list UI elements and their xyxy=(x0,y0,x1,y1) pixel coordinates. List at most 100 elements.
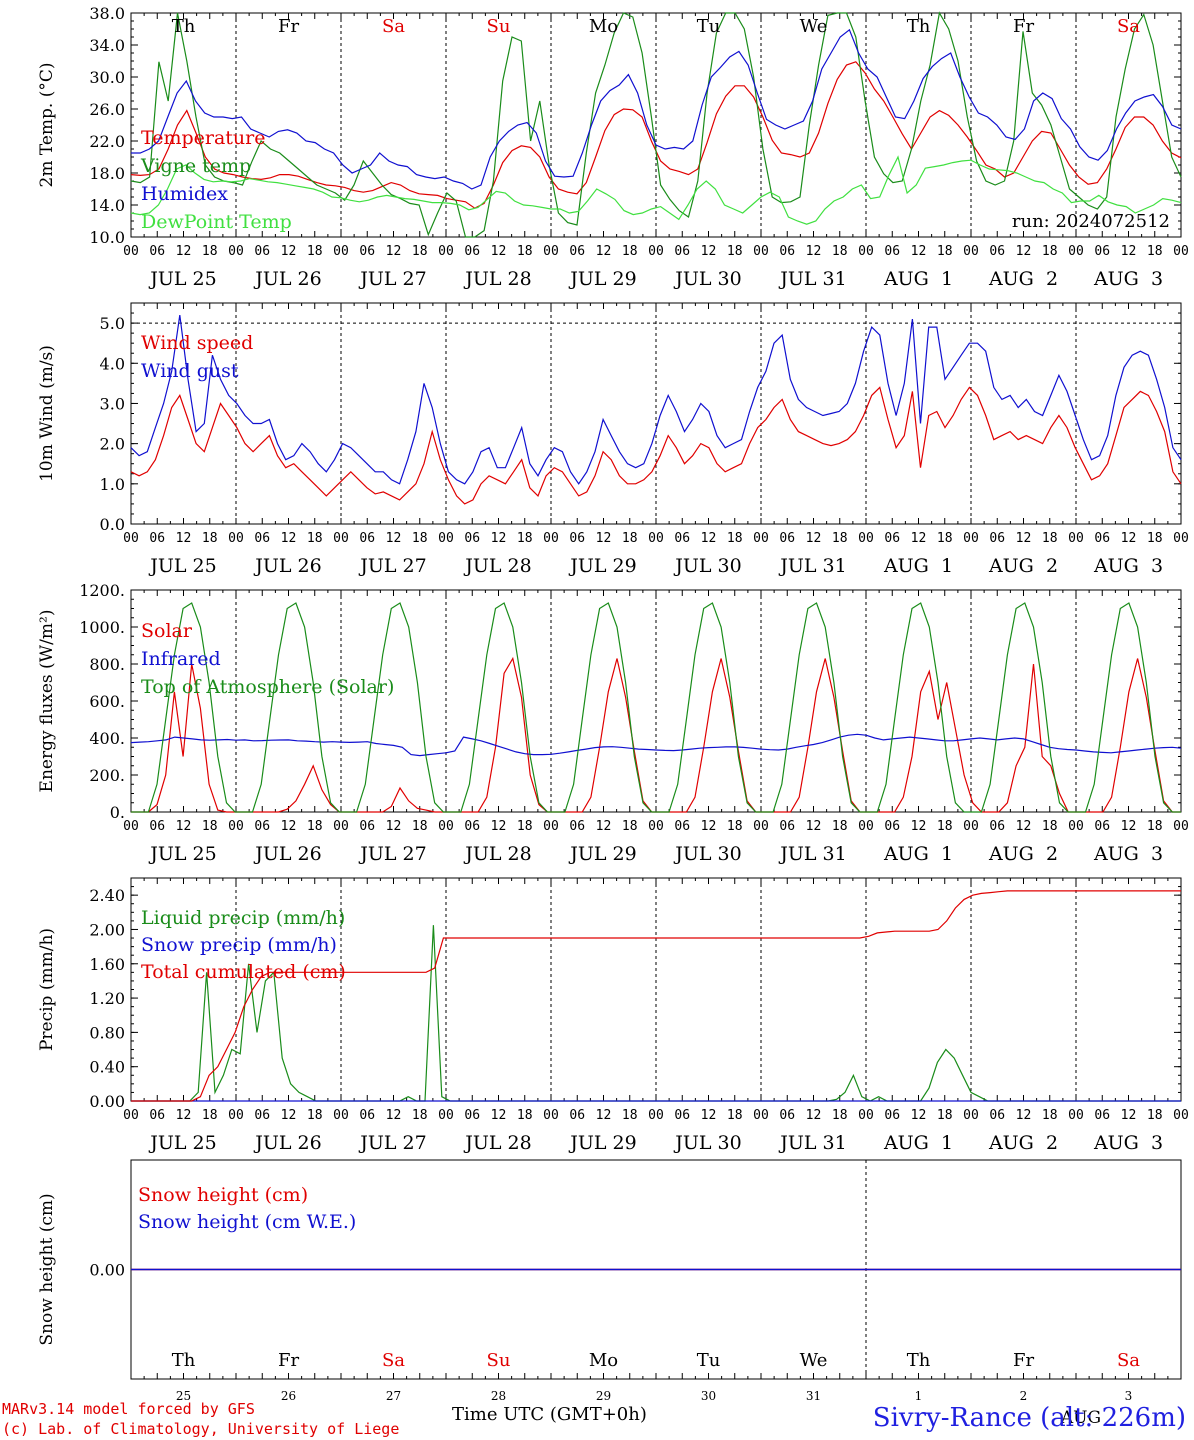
date-label: JUL 30 xyxy=(673,843,741,865)
legend-entry-vigne-temp: Vigne temp xyxy=(140,155,251,177)
date-label: AUG 2 xyxy=(988,1132,1058,1154)
model-credit-line2: (c) Lab. of Climatology, University of L… xyxy=(2,1420,400,1438)
hour-tick-label: 06 xyxy=(569,1108,585,1123)
hour-tick-label: 12 xyxy=(386,531,402,546)
y-tick-label: 34.0 xyxy=(89,36,125,55)
hour-tick-label: 00 xyxy=(123,1108,139,1123)
hour-tick-label: 06 xyxy=(674,244,690,259)
hour-tick-label: 06 xyxy=(884,531,900,546)
date-label: AUG 3 xyxy=(1093,1132,1163,1154)
hour-tick-label: 06 xyxy=(464,819,480,834)
y-axis-label: Snow height (cm) xyxy=(37,1193,57,1345)
day-number-label: 30 xyxy=(701,1389,716,1403)
hour-tick-label: 12 xyxy=(1016,531,1032,546)
y-tick-label: 26.0 xyxy=(89,100,125,119)
hour-tick-label: 12 xyxy=(176,819,192,834)
date-label: JUL 27 xyxy=(358,268,426,290)
hour-tick-label: 12 xyxy=(386,1108,402,1123)
hour-tick-label: 12 xyxy=(596,244,612,259)
day-number-label: 25 xyxy=(176,1389,191,1403)
hour-tick-label: 12 xyxy=(1121,531,1137,546)
hour-tick-label: 06 xyxy=(359,244,375,259)
hour-tick-label: 12 xyxy=(596,531,612,546)
date-label: AUG 3 xyxy=(1093,843,1163,865)
date-label: JUL 29 xyxy=(568,268,636,290)
hour-tick-label: 00 xyxy=(753,819,769,834)
date-label: JUL 29 xyxy=(568,555,636,577)
hour-tick-label: 12 xyxy=(1016,244,1032,259)
hour-tick-label: 18 xyxy=(307,1108,323,1123)
y-tick-label: 0.80 xyxy=(89,1023,125,1042)
date-label: JUL 31 xyxy=(778,843,846,865)
hour-tick-label: 06 xyxy=(1094,1108,1110,1123)
weekday-label: Th xyxy=(907,16,931,37)
hour-tick-label: 00 xyxy=(963,531,979,546)
hour-tick-label: 00 xyxy=(1068,531,1084,546)
date-label: AUG 1 xyxy=(883,268,953,290)
hour-tick-label: 12 xyxy=(701,1108,717,1123)
hour-tick-label: 00 xyxy=(228,531,244,546)
series-line-total-cumulated-cm xyxy=(131,890,1181,1102)
date-label: JUL 28 xyxy=(463,555,531,577)
hour-tick-label: 12 xyxy=(701,244,717,259)
weekday-label: Fr xyxy=(278,1350,299,1371)
hour-tick-label: 12 xyxy=(1016,819,1032,834)
hour-tick-label: 00 xyxy=(1173,1108,1189,1123)
series-line-humidex xyxy=(131,28,1182,190)
date-label: AUG 2 xyxy=(988,843,1058,865)
y-tick-label: 2.40 xyxy=(89,886,125,905)
hour-tick-label: 06 xyxy=(989,1108,1005,1123)
hour-tick-label: 00 xyxy=(333,819,349,834)
date-label: JUL 28 xyxy=(463,1132,531,1154)
y-tick-label: 1200. xyxy=(79,581,125,600)
hour-tick-label: 18 xyxy=(727,1108,743,1123)
hour-tick-label: 12 xyxy=(1121,1108,1137,1123)
hour-tick-label: 06 xyxy=(359,531,375,546)
hour-tick-label: 12 xyxy=(596,819,612,834)
hour-tick-label: 00 xyxy=(1173,244,1189,259)
y-axis-label: Precip (mm/h) xyxy=(37,928,57,1051)
legend-entry-infrared: Infrared xyxy=(141,648,221,670)
legend-entry-liquid-precip-mm-h: Liquid precip (mm/h) xyxy=(141,907,345,929)
series-line-dewpoint-temp xyxy=(130,155,1182,225)
hour-tick-label: 00 xyxy=(648,819,664,834)
hour-tick-label: 18 xyxy=(517,244,533,259)
hour-tick-label: 12 xyxy=(911,531,927,546)
y-tick-label: 2.00 xyxy=(89,920,125,939)
hour-tick-label: 12 xyxy=(176,244,192,259)
hour-tick-label: 06 xyxy=(149,1108,165,1123)
hour-tick-label: 12 xyxy=(806,244,822,259)
hour-tick-label: 06 xyxy=(254,531,270,546)
hour-tick-label: 06 xyxy=(989,531,1005,546)
date-label: JUL 31 xyxy=(778,1132,846,1154)
hour-tick-label: 00 xyxy=(438,1108,454,1123)
day-number-label: 26 xyxy=(281,1389,296,1403)
weekday-label: Tu xyxy=(697,1350,721,1371)
run-annotation: run: 2024072512 xyxy=(1012,211,1170,232)
hour-tick-label: 12 xyxy=(701,819,717,834)
hour-tick-label: 00 xyxy=(438,531,454,546)
date-label: AUG 3 xyxy=(1093,268,1163,290)
hour-tick-label: 00 xyxy=(648,531,664,546)
date-label: JUL 27 xyxy=(358,555,426,577)
hour-tick-label: 06 xyxy=(464,1108,480,1123)
hour-tick-label: 00 xyxy=(858,819,874,834)
y-tick-label: 5.0 xyxy=(100,314,125,333)
hour-tick-label: 00 xyxy=(753,1108,769,1123)
legend-entry-wind-speed: Wind speed xyxy=(141,332,253,354)
y-tick-label: 200. xyxy=(89,766,125,785)
date-label: JUL 26 xyxy=(253,268,321,290)
hour-tick-label: 18 xyxy=(1042,244,1058,259)
hour-tick-label: 00 xyxy=(963,819,979,834)
legend-entry-total-cumulated-cm: Total cumulated (cm) xyxy=(141,961,346,983)
hour-tick-label: 18 xyxy=(517,531,533,546)
hour-tick-label: 18 xyxy=(412,1108,428,1123)
y-tick-label: 400. xyxy=(89,729,125,748)
hour-tick-label: 06 xyxy=(359,819,375,834)
hour-tick-label: 18 xyxy=(1147,819,1163,834)
hour-tick-label: 00 xyxy=(1068,1108,1084,1123)
weekday-label: Su xyxy=(487,16,511,37)
hour-tick-label: 12 xyxy=(806,531,822,546)
hour-tick-label: 12 xyxy=(491,244,507,259)
